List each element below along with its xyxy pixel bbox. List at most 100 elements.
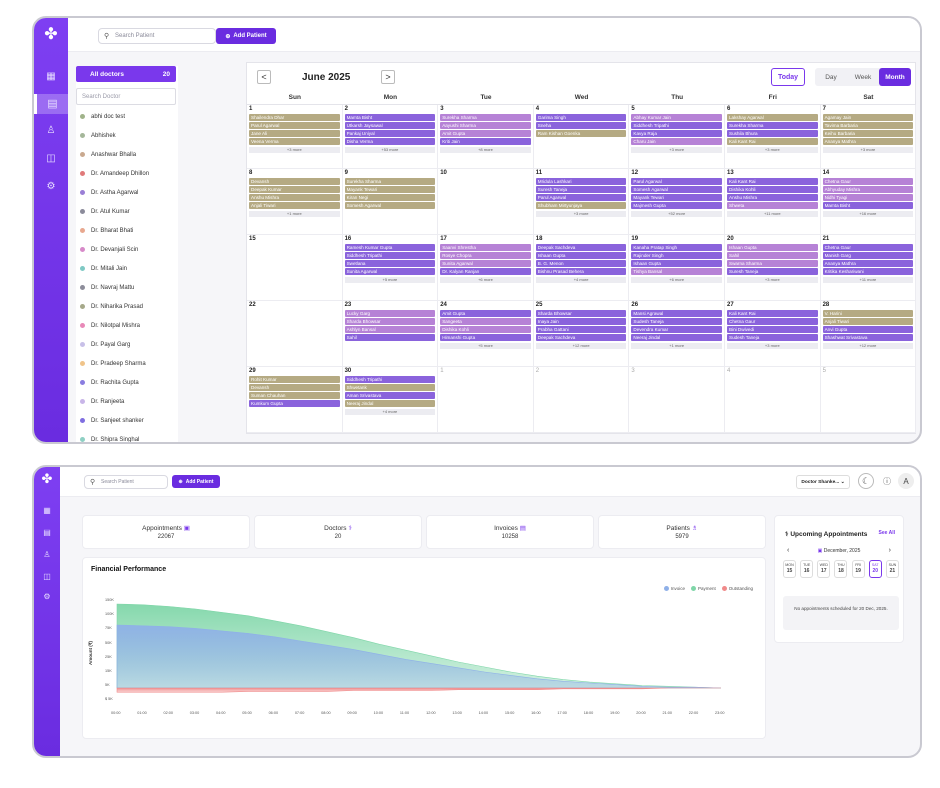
appointment-event[interactable]: Suman Chauhan xyxy=(249,392,340,399)
appointment-event[interactable]: Kumkum Gupta xyxy=(249,400,340,407)
appointment-event[interactable]: Swarna Sharma xyxy=(727,260,818,267)
appointment-event[interactable]: Siddhesh Tripathi xyxy=(344,252,436,259)
appointment-event[interactable]: Shashwat Srivastava xyxy=(822,334,914,341)
appointment-event[interactable]: Mayank Tewari xyxy=(631,194,722,201)
week-day[interactable]: FRI 19 xyxy=(851,560,865,578)
day-cell[interactable]: 15 xyxy=(247,235,343,301)
doctor-item[interactable]: Dr. Astha Agarwal xyxy=(80,188,138,197)
more-events-link[interactable]: +12 more xyxy=(535,343,627,349)
day-cell[interactable]: 19 Kanaha Pratap Singh Rajinder Singh Ishaa… xyxy=(629,235,725,301)
more-events-link[interactable]: +3 more xyxy=(727,343,818,349)
appointment-event[interactable]: Ananya Mathra xyxy=(822,260,914,267)
appointment-event[interactable]: Charu Jain xyxy=(631,138,722,145)
appointment-event[interactable]: Dishika Kohli xyxy=(727,186,818,193)
week-day[interactable]: SUN 21 xyxy=(885,560,899,578)
appointment-event[interactable]: Sharda Bhowsar xyxy=(344,318,436,325)
more-events-link[interactable]: +16 more xyxy=(822,211,914,217)
appointment-event[interactable]: Abhyuday Mishra xyxy=(822,186,914,193)
day-cell[interactable]: 2 xyxy=(533,367,630,433)
more-events-link[interactable]: +53 more xyxy=(344,147,436,153)
appointment-event[interactable]: Deepak Kumar xyxy=(249,186,340,193)
search-input[interactable]: ⚲ Search Patient xyxy=(84,475,168,489)
appointment-event[interactable]: Anshu Mishra xyxy=(727,194,818,201)
day-cell[interactable]: 9 Surekha Sharma Mayank Tewari Kiran Negi So… xyxy=(342,169,439,235)
appointment-event[interactable]: Sneha xyxy=(535,122,627,129)
day-cell[interactable]: 28 V. Harini Anjali Tiwari Anvi Gupta Shashw… xyxy=(820,301,917,367)
appointment-event[interactable]: Garima Singh xyxy=(535,114,627,121)
more-events-link[interactable]: +3 more xyxy=(631,147,722,153)
more-events-link[interactable]: +4 more xyxy=(344,409,436,415)
dashboard-nav-icon[interactable]: ▦ xyxy=(46,71,56,82)
appointment-event[interactable]: Sudesh Taneja xyxy=(727,334,818,341)
appointment-event[interactable]: Devansh xyxy=(249,178,340,185)
prev-month-button[interactable]: < xyxy=(257,70,271,84)
appointment-event[interactable]: Aman Srivastava xyxy=(344,392,436,399)
doctor-item[interactable]: Dr. Sanjeet shanker xyxy=(80,416,144,425)
settings-nav-icon[interactable]: ⚙ xyxy=(46,181,56,192)
add-patient-button[interactable]: ⊕ Add Patient xyxy=(172,475,220,488)
more-events-link[interactable]: +3 more xyxy=(249,147,340,153)
day-cell[interactable]: 23 Lucky Garg Sharda Bhowsar Ashlyn Bansal S… xyxy=(342,301,439,367)
appointment-event[interactable]: Anshu Mishra xyxy=(249,194,340,201)
appointment-event[interactable]: Sahil xyxy=(727,252,818,259)
day-cell[interactable]: 16 Ramesh Kumar Gupta Siddhesh Tripathi Swe… xyxy=(342,235,439,301)
appointment-event[interactable]: Surekha Sharma xyxy=(344,178,436,185)
appointment-event[interactable]: Bini Dwivedi xyxy=(727,326,818,333)
appointment-event[interactable]: Sunita Agarwal xyxy=(440,260,531,267)
help-icon[interactable]: ⓘ xyxy=(883,476,891,486)
doctor-item[interactable]: Dr. Atul Kumar xyxy=(80,207,130,216)
doctor-item[interactable]: Dr. Ranjeeta xyxy=(80,397,124,406)
day-cell[interactable]: 13 Kali Kant Rai Dishika Kohli Anshu Mishra… xyxy=(725,169,821,235)
appointment-event[interactable]: Neeraj Jindal xyxy=(631,334,722,341)
appointment-event[interactable]: Chetna Gaur xyxy=(822,244,914,251)
appointment-event[interactable]: Siddhesh Tripathi xyxy=(631,122,722,129)
week-day[interactable]: THU 18 xyxy=(834,560,848,578)
day-cell[interactable]: 17 Saanvi Shrestha Rosye Chopra Sunita Agar… xyxy=(438,235,534,301)
more-events-link[interactable]: +4 more xyxy=(535,277,627,283)
week-day[interactable]: WED 17 xyxy=(817,560,831,578)
appointment-event[interactable]: Abhay Kumar Jain xyxy=(631,114,722,121)
appointment-event[interactable]: Mansi Agrawal xyxy=(631,310,722,317)
doctor-item[interactable]: abhi doc test xyxy=(80,112,125,121)
add-patient-button[interactable]: ⊕ Add Patient xyxy=(216,28,276,44)
appointment-event[interactable]: Sahil xyxy=(344,334,436,341)
appointment-event[interactable]: Siddhesh Tripathi xyxy=(344,376,436,383)
appointment-event[interactable]: Devendra Kumar xyxy=(631,326,722,333)
more-events-link[interactable]: +11 more xyxy=(727,211,818,217)
more-events-link[interactable]: +5 more xyxy=(440,343,531,349)
day-cell[interactable]: 12 Parul Agarwal Somesh Agarwal Mayank Tewa… xyxy=(629,169,725,235)
settings-nav-icon[interactable]: ⚙ xyxy=(43,592,51,601)
day-cell[interactable]: 14 Chetna Gaur Abhyuday Mishra Nidhi Tyagi M… xyxy=(820,169,917,235)
day-cell[interactable]: 4 xyxy=(725,367,821,433)
next-month-button[interactable]: > xyxy=(381,70,395,84)
doctor-item[interactable]: Dr. Navraj Mattu xyxy=(80,283,134,292)
dashboard-nav-icon[interactable]: ▦ xyxy=(43,506,51,515)
appointment-event[interactable]: Inaya Jain xyxy=(535,318,627,325)
day-cell[interactable]: 26 Mansi Agrawal Sudesh Taneja Devendra Kum… xyxy=(629,301,725,367)
week-day[interactable]: SAT 20 xyxy=(868,560,882,578)
doctor-item[interactable]: Dr. Pradeep Sharma xyxy=(80,359,146,368)
appointment-event[interactable]: Somesh Agarwal xyxy=(344,202,436,209)
more-events-link[interactable]: +3 more xyxy=(822,147,914,153)
appointment-event[interactable]: Lucky Garg xyxy=(344,310,436,317)
appointment-event[interactable]: Majmesh Gupta xyxy=(631,202,722,209)
appointment-event[interactable]: Shailendra Dhar xyxy=(249,114,340,121)
appointment-event[interactable]: Kali Kant Rai xyxy=(727,138,818,145)
appointment-event[interactable]: Devansh xyxy=(249,384,340,391)
appointment-event[interactable]: Bishnu Prasad Behera xyxy=(535,268,627,275)
appointment-event[interactable]: Kali Kant Rai xyxy=(727,310,818,317)
day-cell[interactable]: 18 Deepak Sachdeva Ishaan Gupta B. G. Menon… xyxy=(533,235,630,301)
more-events-link[interactable]: +12 more xyxy=(822,343,914,349)
appointment-event[interactable]: Parul Agarwal xyxy=(249,122,340,129)
day-cell[interactable]: 2 Mamta Bisht Utkarsh Jaysawal Pankaj Uniya… xyxy=(342,105,439,169)
appointment-event[interactable]: Somesh Agarwal xyxy=(631,186,722,193)
week-day[interactable]: MON 15 xyxy=(783,560,796,578)
appointment-event[interactable]: Rajinder Singh xyxy=(631,252,722,259)
appointment-event[interactable]: Saanvi Shrestha xyxy=(440,244,531,251)
appointment-event[interactable]: Anjali Tiwari xyxy=(822,318,914,325)
appointment-event[interactable]: Sushila Bhura xyxy=(727,130,818,137)
search-input[interactable]: ⚲ Search Patient xyxy=(98,28,216,44)
calendar-nav-icon[interactable]: ▤ xyxy=(34,94,68,114)
appointment-event[interactable]: Mamta Bisht xyxy=(344,114,436,121)
appointment-event[interactable]: B. G. Menon xyxy=(535,260,627,267)
